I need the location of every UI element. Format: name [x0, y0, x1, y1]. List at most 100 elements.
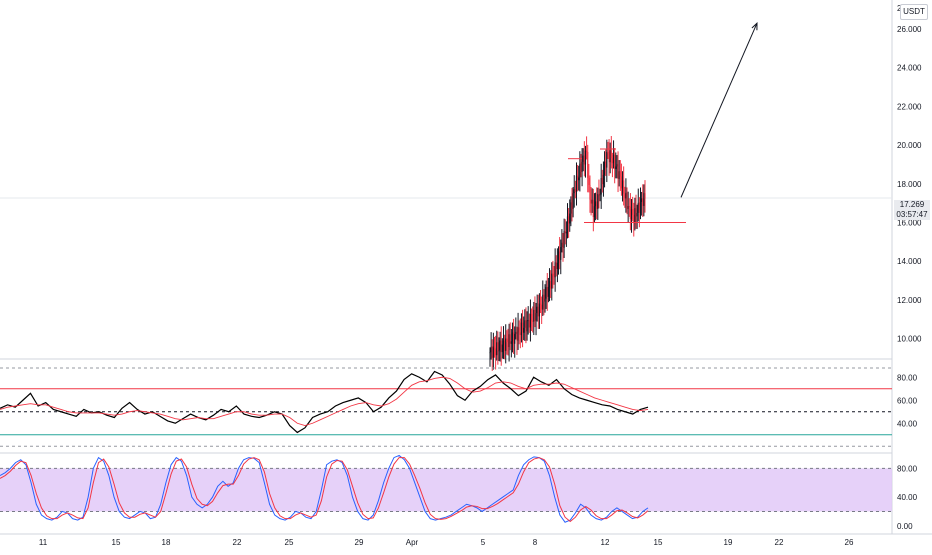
candle-body	[516, 331, 518, 341]
rsi-line	[0, 370, 649, 434]
candle-body	[546, 287, 548, 297]
candle-body	[561, 242, 563, 248]
candle-body	[529, 313, 532, 328]
candle-body	[502, 340, 505, 345]
candle-body	[643, 193, 645, 206]
time-axis-label: 29	[355, 538, 364, 547]
candle-body	[517, 327, 519, 341]
candle-body	[621, 180, 624, 189]
time-axis-label: 22	[775, 538, 784, 547]
candle-body	[577, 175, 579, 181]
candle-body	[530, 313, 533, 321]
stoch-tick-label: 80.00	[897, 464, 918, 473]
candle-body	[555, 262, 557, 270]
candle-body	[569, 213, 571, 224]
candle-body	[597, 194, 599, 209]
price-tick-label: 2	[897, 4, 902, 13]
price-tick-label: 10.000	[897, 335, 922, 344]
candle-body	[609, 150, 611, 163]
candle-body	[573, 189, 575, 194]
candle-body	[637, 202, 639, 213]
time-axis-label: 11	[39, 538, 48, 547]
candle-body	[600, 178, 602, 195]
candle-body	[492, 346, 494, 358]
candle-body	[553, 275, 555, 278]
time-axis-label: Apr	[406, 538, 419, 547]
price-tick-label: 12.000	[897, 296, 922, 305]
candle-body	[498, 350, 500, 352]
candle-body	[607, 151, 609, 153]
candle-body	[527, 320, 529, 322]
candle-body	[499, 340, 501, 351]
candle-body	[571, 202, 573, 209]
time-axis-label: 18	[162, 538, 171, 547]
candle-body	[490, 346, 492, 353]
candle-body	[588, 177, 590, 185]
candle-body	[574, 189, 576, 192]
price-tick-label: 22.000	[897, 102, 922, 111]
candle-body	[491, 346, 493, 358]
candle-body	[504, 340, 506, 351]
candle-body	[501, 344, 503, 353]
candle-body	[636, 212, 638, 217]
candle-body	[511, 332, 514, 342]
candle-body	[598, 194, 600, 196]
stoch-band-fill	[0, 468, 892, 512]
candle-body	[634, 208, 636, 223]
candle-body	[539, 303, 542, 305]
currency-badge[interactable]: USDT	[900, 4, 928, 20]
candle-body	[605, 161, 607, 168]
candle-body	[496, 342, 498, 356]
candle-body	[518, 327, 520, 333]
candle-body	[563, 231, 565, 248]
price-tick-label: 24.000	[897, 64, 922, 73]
candle-body	[506, 338, 508, 343]
candle-body	[557, 251, 560, 263]
rsi-signal-line	[0, 376, 649, 427]
candle-body	[524, 320, 526, 328]
candle-body	[625, 192, 627, 199]
stoch-tick-label: 40.00	[897, 493, 918, 502]
candle-body	[596, 201, 598, 209]
candle-body	[523, 327, 525, 333]
candle-body	[629, 206, 631, 220]
candle-body	[545, 287, 547, 299]
candle-body	[585, 150, 588, 153]
time-axis-label: 22	[233, 538, 242, 547]
candle-body	[642, 198, 644, 206]
candle-body	[495, 348, 497, 356]
price-tick-label: 18.000	[897, 180, 922, 189]
candle-body	[547, 286, 550, 297]
candle-body	[570, 202, 572, 214]
time-axis-label: 15	[654, 538, 663, 547]
time-axis-label: 5	[481, 538, 486, 547]
candle-body	[617, 164, 619, 179]
candle-body	[534, 309, 536, 321]
last-price-value: 17.269	[899, 200, 925, 209]
candle-body	[589, 184, 591, 200]
candle-body	[612, 154, 615, 164]
candle-body	[512, 332, 515, 344]
candle-body	[592, 199, 594, 218]
candle-body	[550, 281, 552, 289]
candle-body	[638, 202, 640, 213]
candle-body	[520, 322, 523, 336]
rsi-tick-label: 60.00	[897, 396, 918, 405]
price-tick-label: 26.000	[897, 25, 922, 34]
candle-body	[582, 155, 584, 162]
stoch-tick-label: 0.00	[897, 522, 913, 531]
candle-body	[618, 171, 620, 179]
candle-body	[602, 174, 605, 185]
candle-body	[551, 273, 553, 289]
candle-body	[644, 193, 646, 199]
candle-body	[538, 303, 541, 317]
candle-body	[507, 342, 509, 348]
candle-body	[525, 320, 527, 332]
candle-body	[510, 341, 512, 344]
candle-body	[594, 201, 597, 207]
candle-body	[572, 193, 574, 209]
candle-body	[584, 150, 587, 165]
candle-body	[632, 209, 634, 215]
candle-body	[543, 294, 545, 302]
